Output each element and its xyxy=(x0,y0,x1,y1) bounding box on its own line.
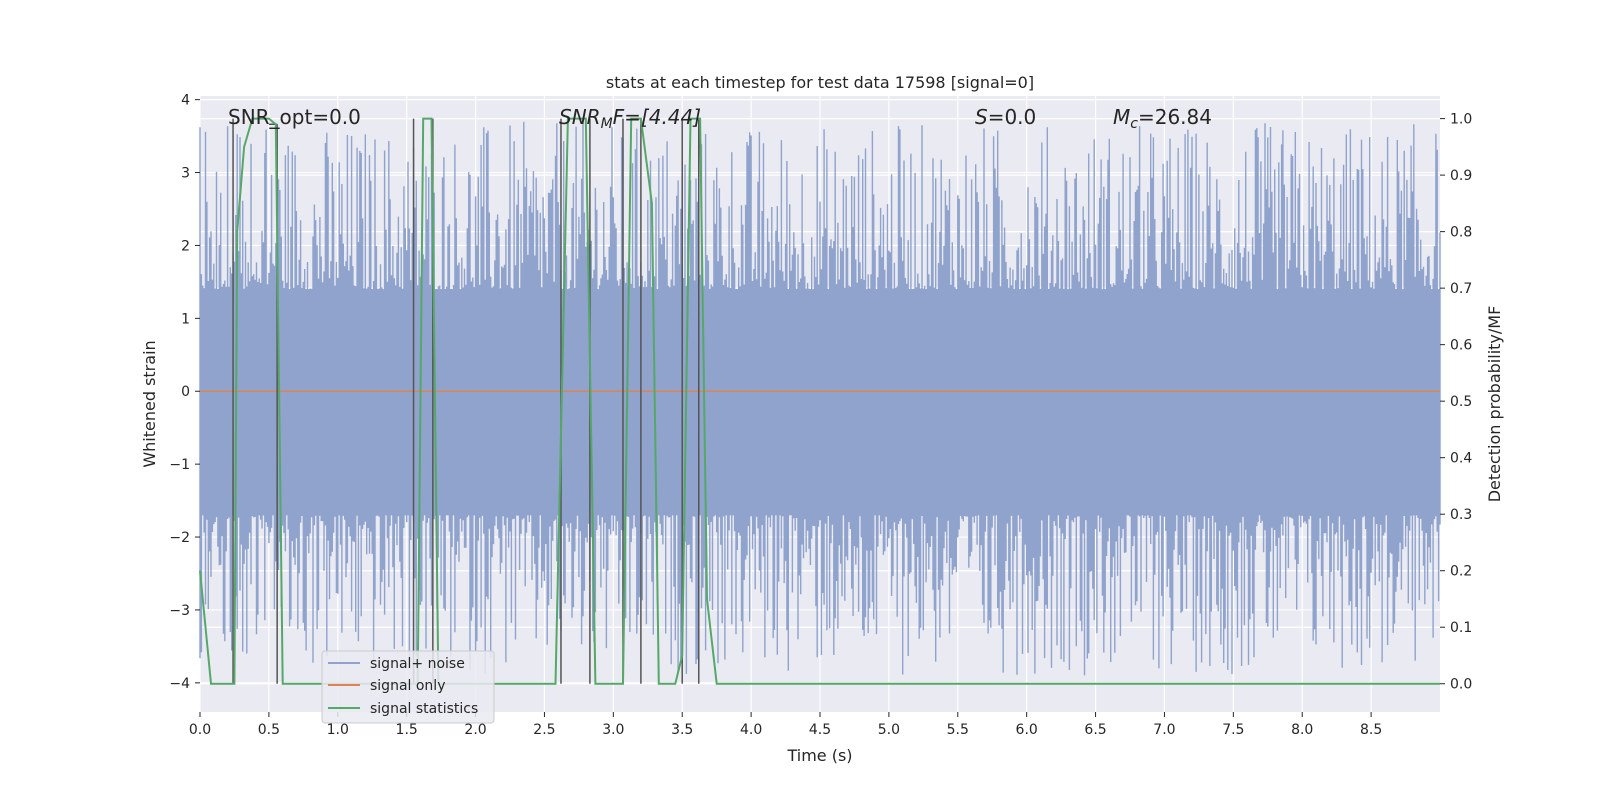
y2-tick-label: 0.1 xyxy=(1450,620,1472,636)
y2-tick-label: 0.8 xyxy=(1450,225,1472,241)
x-tick-label: 6.5 xyxy=(1084,722,1106,738)
x-tick-label: 7.0 xyxy=(1153,722,1175,738)
x-tick-label: 8.0 xyxy=(1291,722,1313,738)
legend-label-signal-statistics: signal statistics xyxy=(370,701,478,717)
x-tick-label: 3.0 xyxy=(602,722,624,738)
y2-axis-label: Detection probability/MF xyxy=(1485,306,1504,503)
x-tick-label: 4.0 xyxy=(740,722,762,738)
x-tick-label: 4.5 xyxy=(809,722,831,738)
legend-label-signal-only: signal only xyxy=(370,678,445,694)
y-axis-ticks: 4 3 2 1 0 −1 −2 −3 −4 xyxy=(169,93,200,692)
y-tick-label: 3 xyxy=(181,166,190,182)
y2-tick-label: 0.6 xyxy=(1450,338,1472,354)
x-tick-label: 0.5 xyxy=(258,722,280,738)
x-tick-label: 6.0 xyxy=(1016,722,1038,738)
y2-tick-label: 0.9 xyxy=(1450,168,1472,184)
x-tick-label: 2.5 xyxy=(533,722,555,738)
x-tick-label: 5.5 xyxy=(947,722,969,738)
y-tick-label: 0 xyxy=(181,384,190,400)
y-tick-label: −3 xyxy=(169,603,190,619)
y2-tick-label: 0.5 xyxy=(1450,394,1472,410)
annotation-mc: Mc=26.84 xyxy=(1113,105,1212,132)
x-axis-label: Time (s) xyxy=(786,746,852,765)
x-tick-label: 2.0 xyxy=(464,722,486,738)
legend: signal+ noise signal only signal statist… xyxy=(322,651,494,723)
annotation-snr-mf: SNRMF=[4.44] xyxy=(559,105,701,132)
y-axis-label: Whitened strain xyxy=(140,340,159,467)
x-tick-label: 3.5 xyxy=(671,722,693,738)
chart-title: stats at each timestep for test data 175… xyxy=(606,73,1034,92)
y2-tick-label: 0.2 xyxy=(1450,564,1472,580)
x-tick-label: 1.5 xyxy=(396,722,418,738)
legend-label-signal-plus-noise: signal+ noise xyxy=(370,656,465,672)
y2-tick-label: 0.3 xyxy=(1450,507,1472,523)
y2-tick-label: 1.0 xyxy=(1450,112,1472,128)
annotation-s: S=0.0 xyxy=(975,105,1036,129)
x-tick-label: 8.5 xyxy=(1360,722,1382,738)
y2-tick-label: 0.4 xyxy=(1450,451,1472,467)
y-tick-label: 1 xyxy=(181,311,190,327)
y-tick-label: 4 xyxy=(181,93,190,109)
y-tick-label: −1 xyxy=(169,457,190,473)
y2-tick-label: 0.7 xyxy=(1450,281,1472,297)
y-tick-label: −4 xyxy=(169,676,190,692)
annotation-snr-opt: SNR_opt=0.0 xyxy=(228,105,361,129)
y2-axis-ticks: 1.0 0.9 0.8 0.7 0.6 0.5 0.4 0.3 0.2 0.1 0.0 xyxy=(1440,112,1472,693)
y-tick-label: −2 xyxy=(169,530,190,546)
x-tick-label: 0.0 xyxy=(189,722,211,738)
y-tick-label: 2 xyxy=(181,238,190,254)
x-tick-label: 7.5 xyxy=(1222,722,1244,738)
y2-tick-label: 0.0 xyxy=(1450,677,1472,693)
x-tick-label: 1.0 xyxy=(327,722,349,738)
x-tick-label: 5.0 xyxy=(878,722,900,738)
